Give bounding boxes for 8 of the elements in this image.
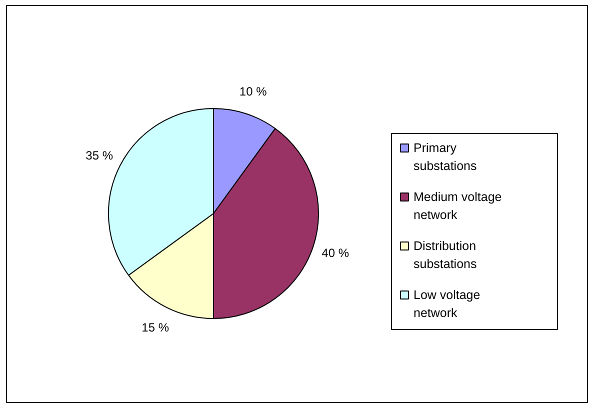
legend-label: Primary substations [414, 141, 477, 173]
legend-label: Medium voltage network [414, 190, 502, 222]
data-label: 40 % [322, 246, 350, 260]
data-label: 15 % [142, 320, 170, 335]
data-label: 35 % [86, 148, 114, 162]
legend-label: Distribution substations [414, 239, 477, 271]
legend-label: Low voltage network [414, 288, 480, 320]
data-label: 10 % [239, 84, 268, 99]
